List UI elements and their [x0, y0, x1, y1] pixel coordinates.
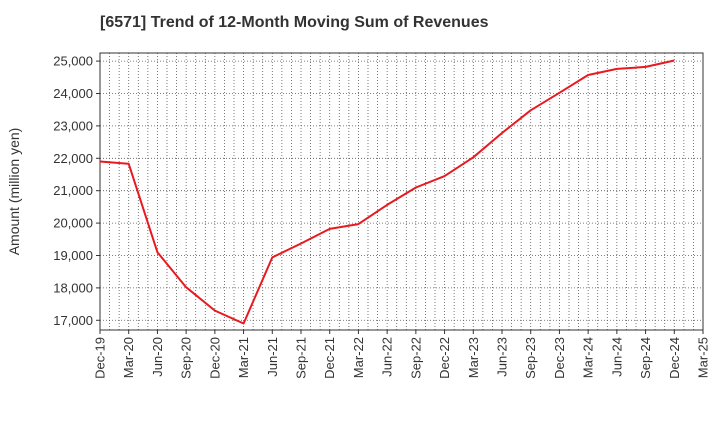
x-axis: Dec-19 Mar-20 Jun-20 Sep-20 Dec-20 Mar-21 Jun-…: [93, 330, 711, 379]
x-tick-label: Sep-23: [523, 337, 538, 379]
y-tick-label: 18,000: [53, 280, 93, 295]
y-axis: 17,000 18,000 19,000 20,000 21,000 22,000 23,0…: [53, 54, 100, 328]
x-tick-label: Dec-20: [207, 337, 222, 379]
x-tick-label: Mar-24: [581, 337, 596, 378]
x-tick-label: Dec-23: [552, 337, 567, 379]
x-tick-label: Sep-20: [179, 337, 194, 379]
x-tick-label: Dec-22: [437, 337, 452, 379]
x-tick-label: Jun-24: [609, 337, 624, 377]
x-tick-label: Dec-24: [667, 337, 682, 379]
x-tick-label: Dec-19: [93, 337, 108, 379]
x-tick-label: Sep-22: [408, 337, 423, 379]
y-tick-label: 21,000: [53, 183, 93, 198]
y-tick-label: 25,000: [53, 54, 93, 69]
x-tick-label: Mar-22: [351, 337, 366, 378]
grid-lines: [100, 53, 703, 330]
x-tick-label: Sep-21: [294, 337, 309, 379]
y-tick-label: 23,000: [53, 118, 93, 133]
chart-title: [6571] Trend of 12-Month Moving Sum of R…: [100, 14, 489, 31]
series-layer: [99, 59, 675, 325]
plot-area: [99, 52, 704, 331]
y-tick-label: 20,000: [53, 216, 93, 231]
x-tick-label: Mar-21: [236, 337, 251, 378]
x-tick-label: Dec-21: [322, 337, 337, 379]
y-tick-label: 24,000: [53, 86, 93, 101]
x-tick-label: Mar-20: [121, 337, 136, 378]
x-tick-label: Jun-20: [150, 337, 165, 377]
y-tick-label: 17,000: [53, 313, 93, 328]
x-tick-label: Jun-23: [495, 337, 510, 377]
y-tick-label: 22,000: [53, 151, 93, 166]
y-tick-label: 19,000: [53, 248, 93, 263]
y-axis-label: Amount (million yen): [6, 128, 22, 256]
x-tick-label: Jun-21: [265, 337, 280, 377]
x-tick-label: Mar-25: [696, 337, 711, 378]
x-tick-label: Sep-24: [638, 337, 653, 379]
series-line: [99, 59, 675, 325]
x-tick-label: Jun-22: [380, 337, 395, 377]
x-tick-label: Mar-23: [466, 337, 481, 378]
